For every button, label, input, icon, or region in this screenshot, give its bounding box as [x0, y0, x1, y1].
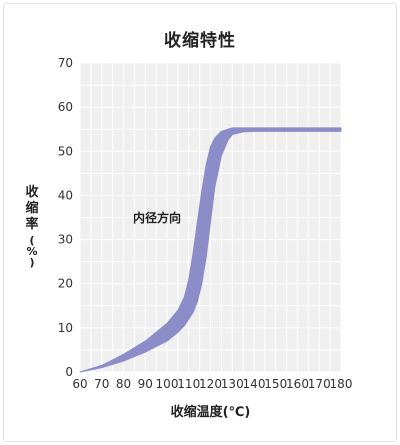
shrinkage-band: [79, 127, 342, 373]
x-tick-label: 140: [243, 377, 266, 391]
y-tick-label: 60: [58, 100, 73, 114]
y-tick-label: 10: [58, 321, 73, 335]
y-tick-label: 50: [58, 144, 73, 158]
x-tick-label: 170: [308, 377, 331, 391]
y-tick-label: 40: [58, 188, 73, 202]
x-tick-label: 180: [330, 377, 353, 391]
x-tick-label: 100: [156, 377, 179, 391]
x-tick-label: 90: [138, 377, 153, 391]
annotation-label: 内径方向: [133, 210, 181, 225]
chart-title: 收缩特性: [164, 31, 236, 51]
x-axis-label: 收缩温度(℃): [171, 404, 251, 420]
y-axis-ticks: 0 10 20 30 40 50 60 70: [58, 56, 73, 379]
x-tick-label: 70: [94, 377, 109, 391]
x-tick-label: 110: [177, 377, 200, 391]
grid: [79, 62, 342, 373]
shrinkage-band-area: [79, 127, 342, 373]
x-tick-label: 130: [221, 377, 244, 391]
x-tick-label: 120: [199, 377, 222, 391]
y-tick-label: 30: [58, 233, 73, 247]
y-tick-label: 70: [58, 56, 73, 70]
x-tick-label: 60: [72, 377, 87, 391]
y-axis-label: 收缩率(%): [25, 184, 39, 269]
x-tick-label: 150: [264, 377, 287, 391]
y-tick-label: 0: [65, 365, 73, 379]
x-tick-label: 160: [286, 377, 309, 391]
x-tick-label: 80: [116, 377, 131, 391]
y-tick-label: 20: [58, 277, 73, 291]
